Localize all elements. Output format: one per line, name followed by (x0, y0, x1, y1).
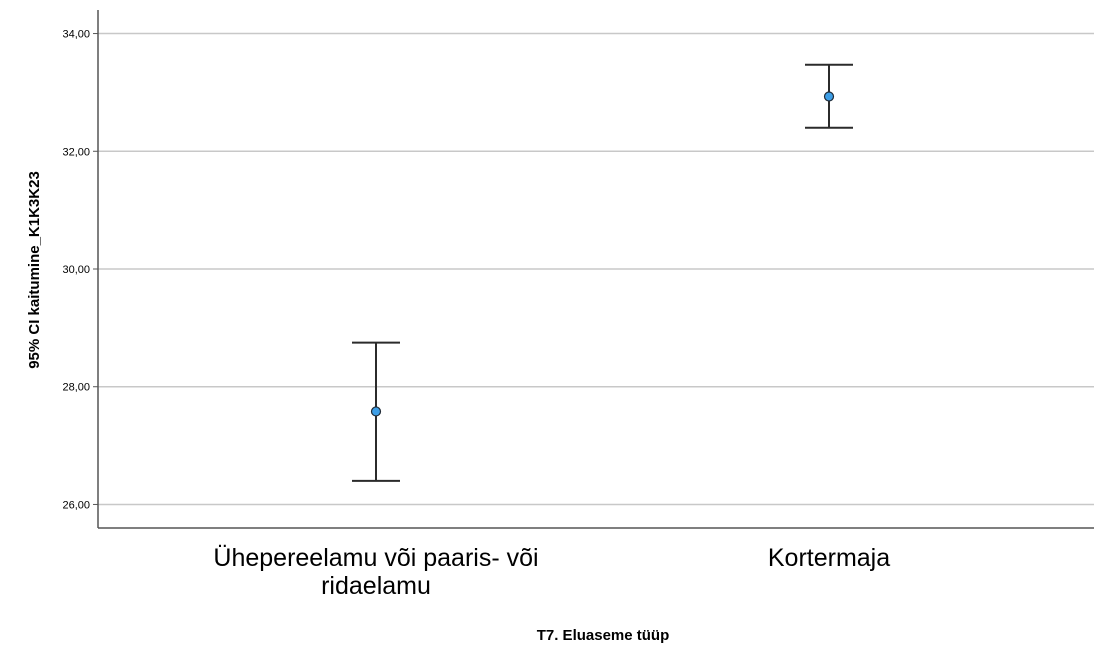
y-tick-label: 30,00 (62, 264, 90, 276)
x-category-label: Ühepereelamu või paaris- või (213, 544, 538, 572)
axes (97, 10, 1094, 529)
error-bars (352, 63, 853, 482)
y-tick-labels: 26,00 28,00 30,00 32,00 34,00 (62, 29, 90, 512)
y-tick-label: 32,00 (62, 146, 90, 158)
error-bar-group (352, 341, 400, 482)
error-bar-group (805, 63, 853, 129)
x-axis-title: T7. Eluaseme tüüp (537, 627, 670, 644)
mean-marker (370, 406, 382, 417)
mean-marker (823, 91, 835, 102)
y-tick-label: 26,00 (62, 499, 90, 511)
y-axis-title: 95% CI kaitumine_K1K3K23 (26, 171, 43, 369)
y-tick-label: 34,00 (62, 29, 90, 41)
gridlines (93, 32, 1094, 506)
x-category-label: Kortermaja (768, 544, 890, 572)
y-tick-label: 28,00 (62, 382, 90, 394)
x-category-label: ridaelamu (321, 572, 431, 600)
